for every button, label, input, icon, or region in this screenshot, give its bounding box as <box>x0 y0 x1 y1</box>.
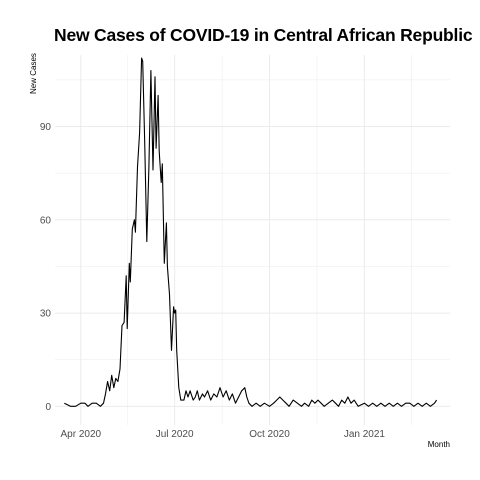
x-tick-label: Apr 2020 <box>60 429 101 440</box>
x-tick-label: Jul 2020 <box>156 429 194 440</box>
chart-title: New Cases of COVID-19 in Central African… <box>54 25 473 45</box>
x-axis-ticks: Apr 2020 Jul 2020 Oct 2020 Jan 2021 <box>60 429 385 440</box>
x-tick-label: Oct 2020 <box>249 429 290 440</box>
y-tick-label: 0 <box>45 402 51 413</box>
y-axis-title: New Cases <box>29 53 38 94</box>
grid-lines <box>55 55 450 425</box>
x-tick-label: Jan 2021 <box>344 429 386 440</box>
y-tick-label: 60 <box>40 215 52 226</box>
x-axis-title: Month <box>428 440 450 449</box>
y-tick-label: 30 <box>40 309 52 320</box>
y-tick-label: 90 <box>40 122 52 133</box>
y-axis-ticks: 0 30 60 90 <box>40 122 52 413</box>
series-line <box>64 57 438 407</box>
